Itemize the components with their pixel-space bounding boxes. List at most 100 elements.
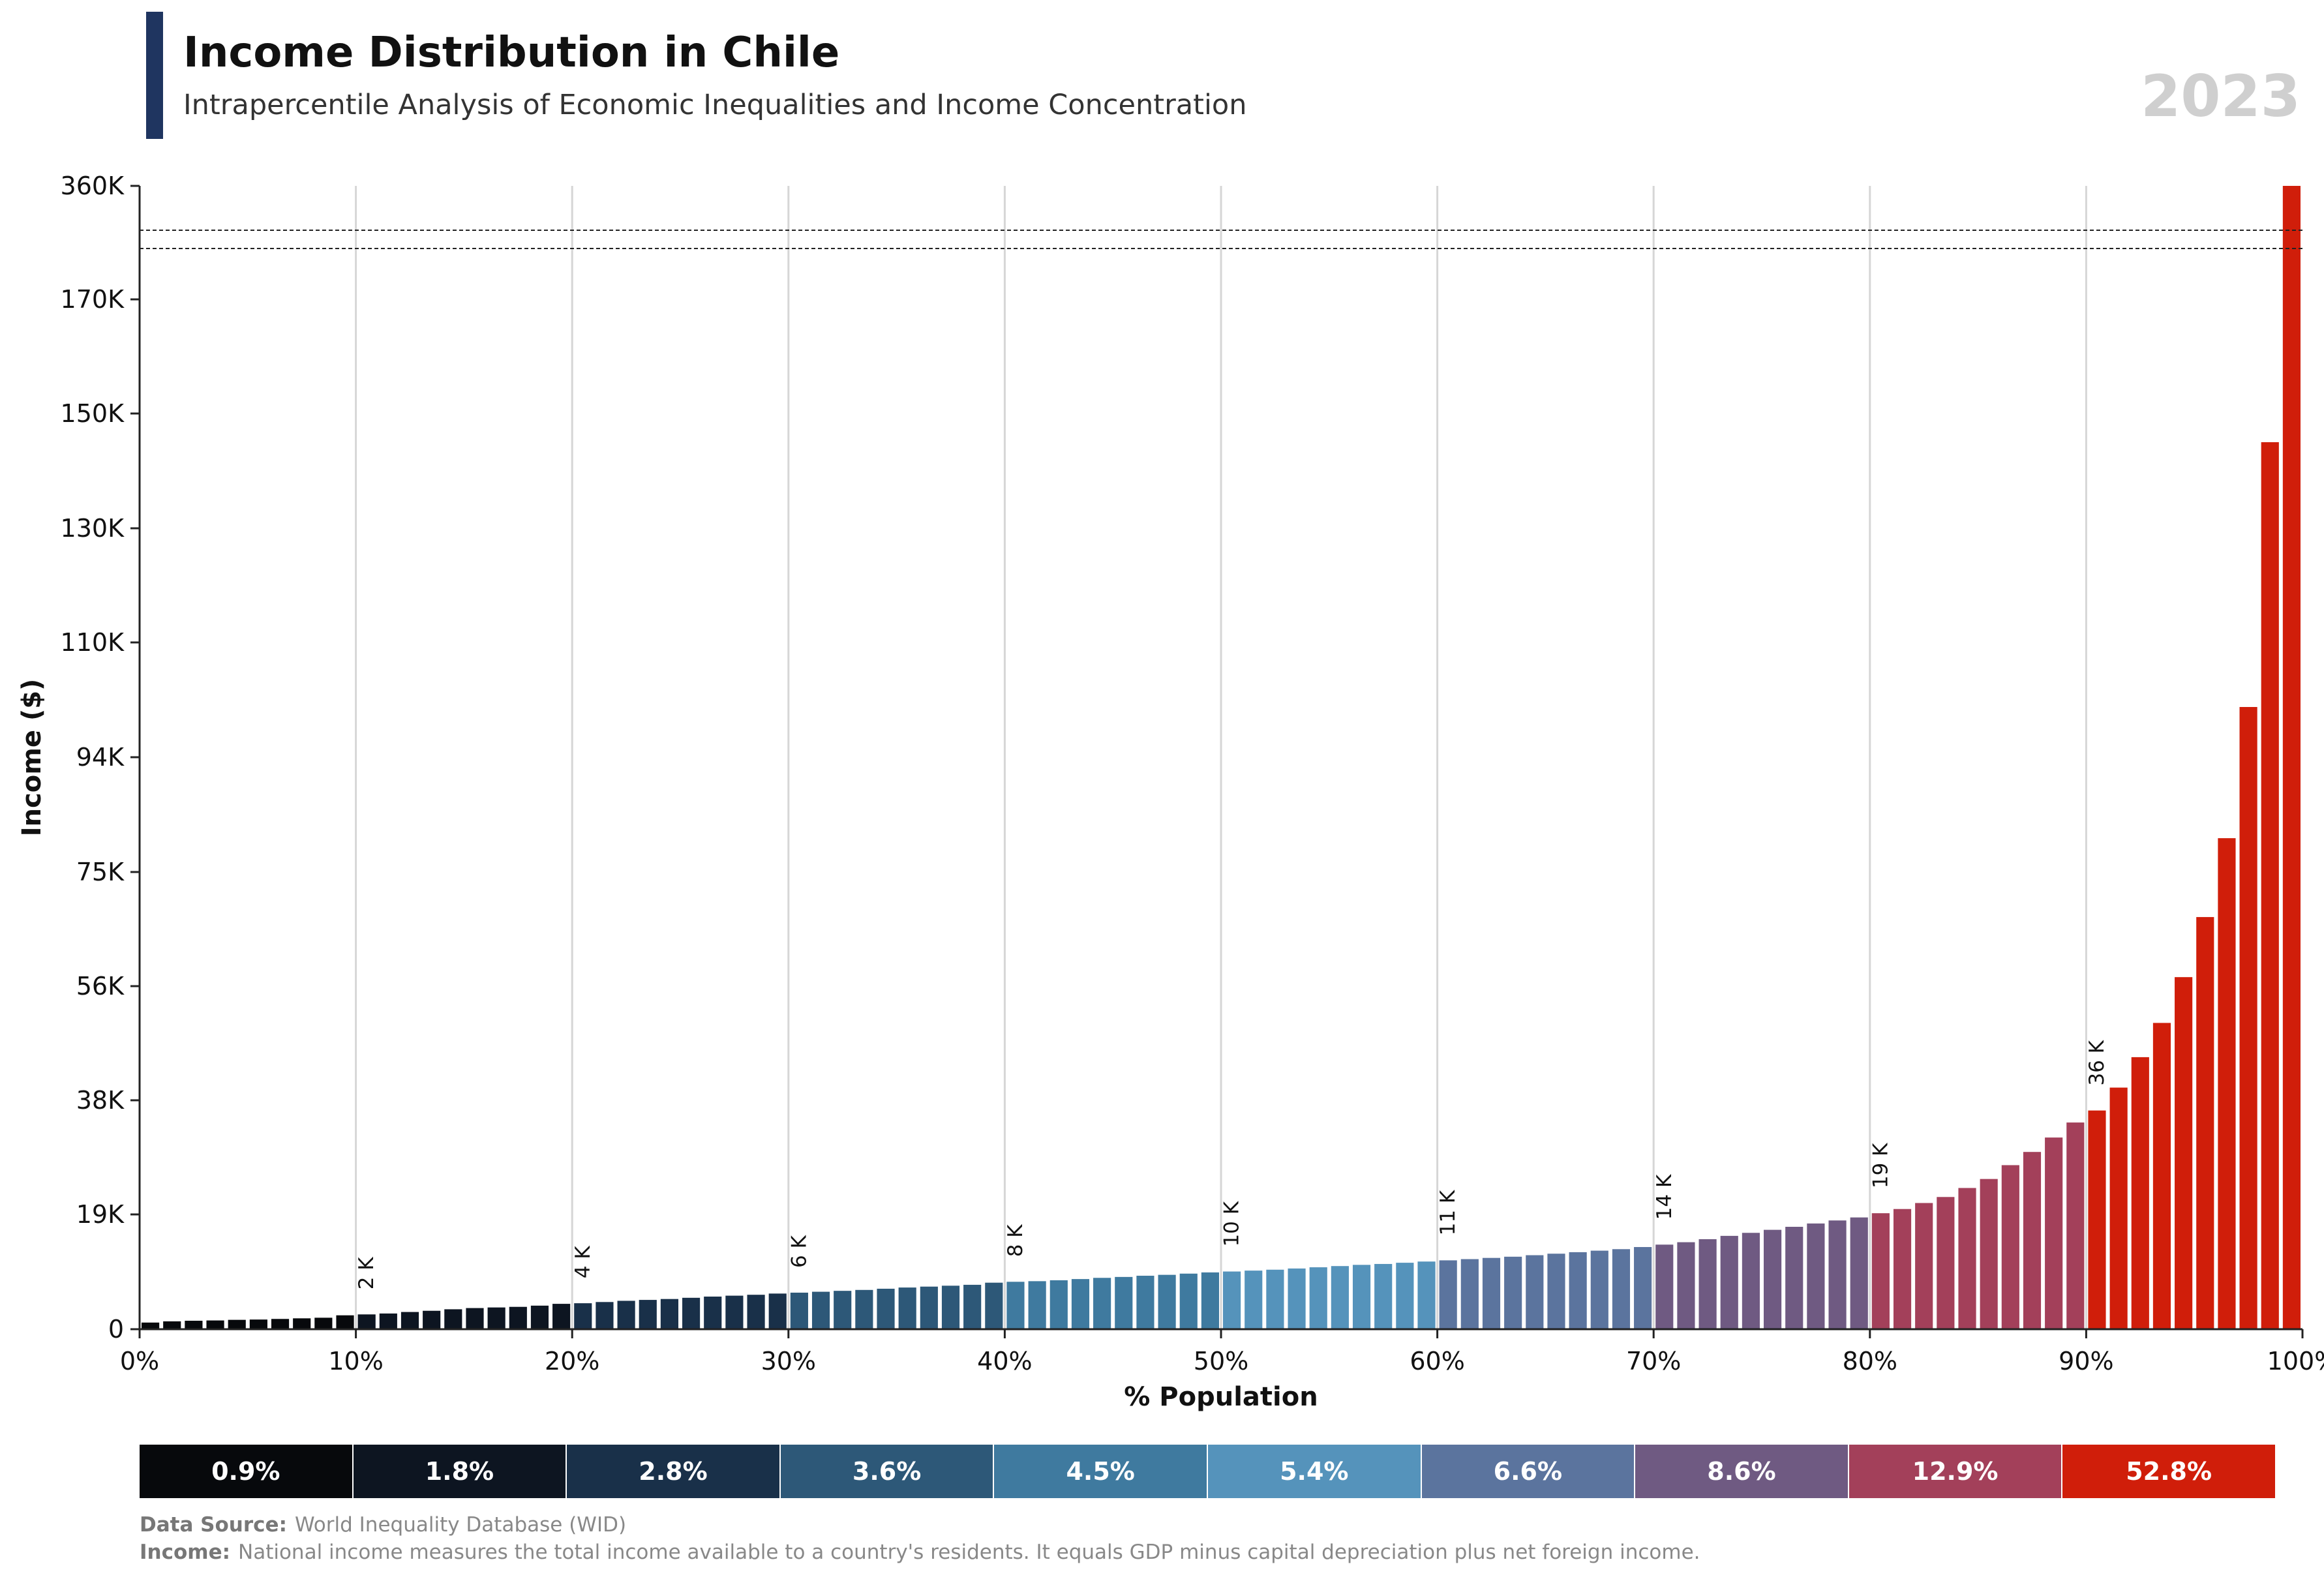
- income-bar: [1396, 1263, 1414, 1329]
- income-bar: [811, 1291, 830, 1329]
- income-bar: [423, 1310, 441, 1329]
- bar-value-label: 2 K: [355, 1257, 378, 1290]
- income-bar: [1958, 1188, 1976, 1329]
- income-bar: [400, 1312, 419, 1329]
- income-bar: [1698, 1239, 1717, 1329]
- income-definition-text: National income measures the total incom…: [238, 1541, 1700, 1564]
- x-tick-label: 20%: [545, 1347, 599, 1376]
- income-bar: [855, 1289, 873, 1329]
- income-bar: [1677, 1242, 1695, 1329]
- income-bar: [1417, 1261, 1436, 1329]
- y-tick-label: 19K: [76, 1200, 125, 1229]
- income-bar: [228, 1319, 246, 1329]
- income-bar: [1374, 1263, 1393, 1329]
- income-bar: [1352, 1265, 1371, 1329]
- income-bar: [660, 1299, 678, 1329]
- income-bar: [2152, 1023, 2171, 1329]
- income-bar: [1764, 1229, 1782, 1329]
- income-bar-chart: 0 19K 38K 56K 75K 94K 110K 130K 150K 170K 360K 0% 10…: [17, 172, 2324, 1412]
- y-tick-label: 110K: [61, 628, 125, 657]
- income-bar: [768, 1293, 787, 1329]
- x-tick-label: 30%: [761, 1347, 816, 1376]
- income-bar: [1093, 1278, 1111, 1329]
- income-bar: [2239, 707, 2257, 1329]
- income-bar: [163, 1321, 181, 1329]
- income-bar: [293, 1318, 311, 1329]
- x-tick-label: 50%: [1194, 1347, 1248, 1376]
- income-bar: [249, 1319, 267, 1329]
- x-tick-label: 10%: [328, 1347, 383, 1376]
- x-tick-label: 40%: [977, 1347, 1032, 1376]
- y-tick-label: 56K: [76, 972, 125, 1000]
- x-tick-label: 70%: [1626, 1347, 1681, 1376]
- income-bar: [704, 1296, 722, 1329]
- income-bar: [1785, 1226, 1803, 1329]
- income-bar: [941, 1286, 960, 1329]
- income-bar: [530, 1305, 549, 1329]
- income-bar: [1179, 1273, 1198, 1329]
- x-tick-label: 100%: [2267, 1347, 2324, 1376]
- income-bar: [1590, 1250, 1608, 1329]
- bar-value-label: 4 K: [571, 1246, 595, 1279]
- income-bar: [2261, 442, 2279, 1329]
- y-tick-label: 130K: [61, 514, 125, 543]
- income-bar: [1547, 1254, 1565, 1329]
- x-tick-label: 80%: [1843, 1347, 1897, 1376]
- income-bar: [1158, 1274, 1176, 1329]
- income-bar: [487, 1307, 506, 1329]
- income-bar: [1634, 1247, 1652, 1329]
- income-bar: [1331, 1266, 1349, 1329]
- bar-value-label: 8 K: [1004, 1224, 1027, 1257]
- x-axis-title: % Population: [1124, 1382, 1318, 1412]
- bar-value-label: 10 K: [1220, 1201, 1244, 1246]
- income-bar: [379, 1313, 397, 1329]
- income-bar: [1201, 1272, 1219, 1329]
- income-bar: [1526, 1255, 1544, 1329]
- decile-share-cell: 1.8%: [353, 1445, 567, 1498]
- income-bar: [1504, 1256, 1522, 1329]
- y-tick-label: 75K: [76, 858, 125, 886]
- income-bar: [1288, 1268, 1306, 1329]
- income-bar: [1223, 1271, 1241, 1329]
- income-bar: [314, 1317, 333, 1329]
- income-bar: [1266, 1269, 1284, 1329]
- income-bar: [1807, 1223, 1825, 1329]
- income-bar: [142, 1322, 160, 1329]
- income-bar: [2218, 838, 2236, 1329]
- year-label: 2023: [2141, 63, 2301, 130]
- income-bar: [790, 1292, 808, 1329]
- income-bar: [271, 1319, 290, 1329]
- decile-share-cell: 0.9%: [140, 1445, 354, 1498]
- income-bar: [1937, 1197, 1955, 1329]
- income-bar: [985, 1282, 1003, 1329]
- income-bar: [963, 1284, 982, 1329]
- income-bar: [2066, 1122, 2085, 1329]
- decile-share-cell: 4.5%: [994, 1445, 1208, 1498]
- income-bar: [596, 1302, 614, 1329]
- income-bar: [466, 1308, 484, 1329]
- income-bar: [1612, 1249, 1631, 1329]
- income-bar: [682, 1297, 701, 1329]
- income-bar: [336, 1315, 354, 1329]
- y-tick-label: 360K: [61, 172, 125, 200]
- income-bar: [1871, 1213, 1890, 1329]
- decile-share-cell: 5.4%: [1207, 1445, 1422, 1498]
- decile-share-cell: 6.6%: [1421, 1445, 1636, 1498]
- income-bar: [1980, 1179, 1998, 1329]
- x-tick-label: 90%: [2059, 1347, 2113, 1376]
- y-axis-title: Income ($): [17, 679, 47, 837]
- income-bar: [574, 1303, 592, 1329]
- income-bar: [639, 1300, 657, 1329]
- income-bar: [2196, 917, 2214, 1329]
- chart-subtitle: Intrapercentile Analysis of Economic Ine…: [183, 89, 1247, 121]
- income-bar: [1742, 1233, 1760, 1329]
- y-tick-label: 150K: [61, 399, 125, 428]
- income-bar: [2131, 1057, 2149, 1329]
- income-bar: [2001, 1165, 2019, 1329]
- income-bar: [1309, 1267, 1327, 1329]
- chart-title: Income Distribution in Chile: [183, 29, 840, 77]
- bar-value-label: 36 K: [2085, 1040, 2109, 1085]
- income-bar: [898, 1287, 916, 1329]
- income-bar: [1720, 1235, 1738, 1329]
- income-bar: [1655, 1244, 1674, 1329]
